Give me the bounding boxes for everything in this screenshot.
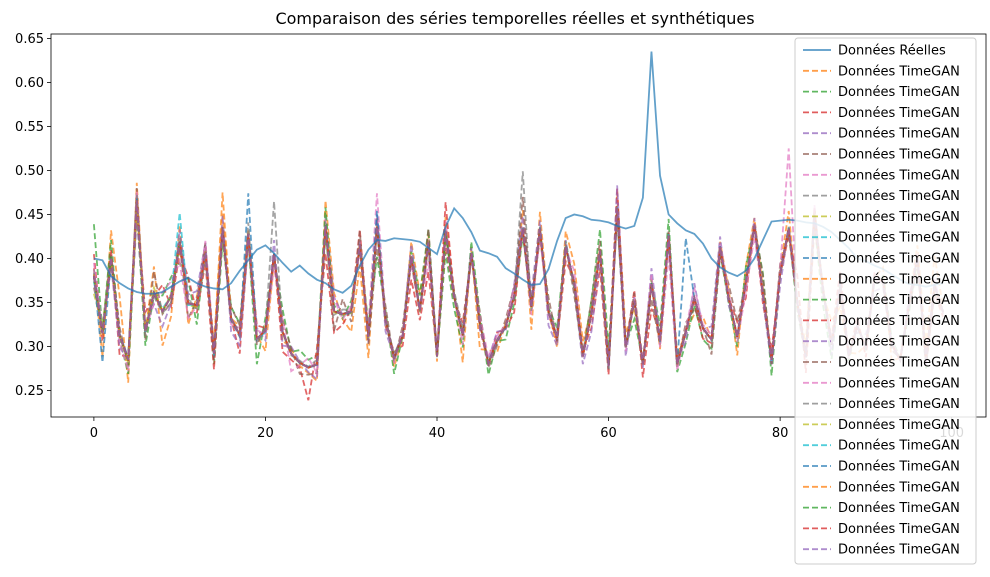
x-tick-label: 20	[257, 426, 274, 441]
legend-entry-label: Données TimeGAN	[838, 148, 960, 163]
legend: Données Réelles Données TimeGAN Données Ti…	[794, 37, 977, 565]
legend-entry-label: Données TimeGAN	[838, 335, 960, 350]
y-tick-label: 0.35	[15, 296, 44, 311]
legend-entry-label: Données TimeGAN	[838, 127, 960, 142]
legend-entry-label: Données TimeGAN	[838, 168, 960, 183]
legend-entry-label: Données TimeGAN	[838, 460, 960, 475]
x-tick-label: 40	[429, 426, 446, 441]
legend-entry-label: Données TimeGAN	[838, 231, 960, 246]
legend-entry-label: Données TimeGAN	[838, 397, 960, 412]
legend-entry-label: Données TimeGAN	[838, 189, 960, 204]
x-tick-label: 60	[600, 426, 617, 441]
legend-entry-label: Données TimeGAN	[838, 64, 960, 79]
axes-frame	[50, 33, 987, 418]
legend-entry-label: Données TimeGAN	[838, 210, 960, 225]
legend-entry-label: Données TimeGAN	[838, 356, 960, 371]
legend-entry-label: Données TimeGAN	[838, 418, 960, 433]
legend-entry-label: Données TimeGAN	[838, 85, 960, 100]
y-tick-label: 0.50	[15, 164, 44, 179]
legend-entry-label: Données TimeGAN	[838, 480, 960, 495]
y-tick-label: 0.45	[15, 208, 44, 223]
legend-entry-label: Données TimeGAN	[838, 252, 960, 267]
legend-entry-label: Données TimeGAN	[838, 293, 960, 308]
y-tick-label: 0.60	[15, 76, 44, 91]
legend-entry-label: Données TimeGAN	[838, 314, 960, 329]
legend-entry-label: Données TimeGAN	[838, 106, 960, 121]
y-tick-label: 0.30	[15, 340, 44, 355]
y-tick-label: 0.40	[15, 252, 44, 267]
legend-entry-label: Données TimeGAN	[838, 272, 960, 287]
legend-box	[794, 37, 977, 565]
legend-entry-label: Données Réelles	[838, 44, 946, 59]
y-tick-label: 0.65	[15, 32, 44, 47]
legend-entry-label: Données TimeGAN	[838, 543, 960, 558]
legend-entry-label: Données TimeGAN	[838, 501, 960, 516]
legend-entry-label: Données TimeGAN	[838, 522, 960, 537]
x-tick-label: 0	[90, 426, 98, 441]
x-tick-label: 80	[772, 426, 789, 441]
chart-title: Comparaison des séries temporelles réell…	[275, 9, 754, 28]
legend-entry-label: Données TimeGAN	[838, 376, 960, 391]
y-tick-label: 0.25	[15, 384, 44, 399]
legend-entry-label: Données TimeGAN	[838, 439, 960, 454]
y-tick-label: 0.55	[15, 120, 44, 135]
